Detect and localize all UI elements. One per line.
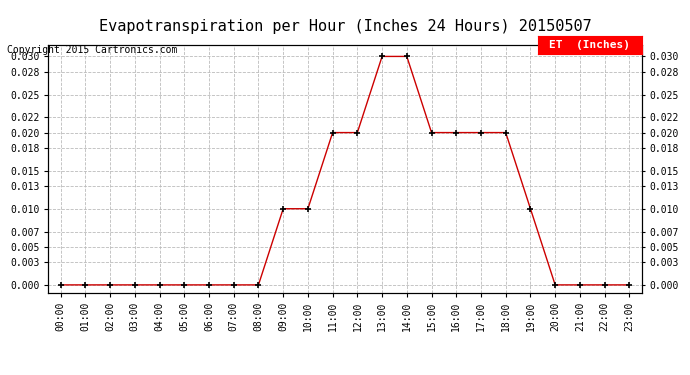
Text: ET  (Inches): ET (Inches) [549, 40, 631, 50]
Text: Evapotranspiration per Hour (Inches 24 Hours) 20150507: Evapotranspiration per Hour (Inches 24 H… [99, 19, 591, 34]
Text: Copyright 2015 Cartronics.com: Copyright 2015 Cartronics.com [7, 45, 177, 55]
